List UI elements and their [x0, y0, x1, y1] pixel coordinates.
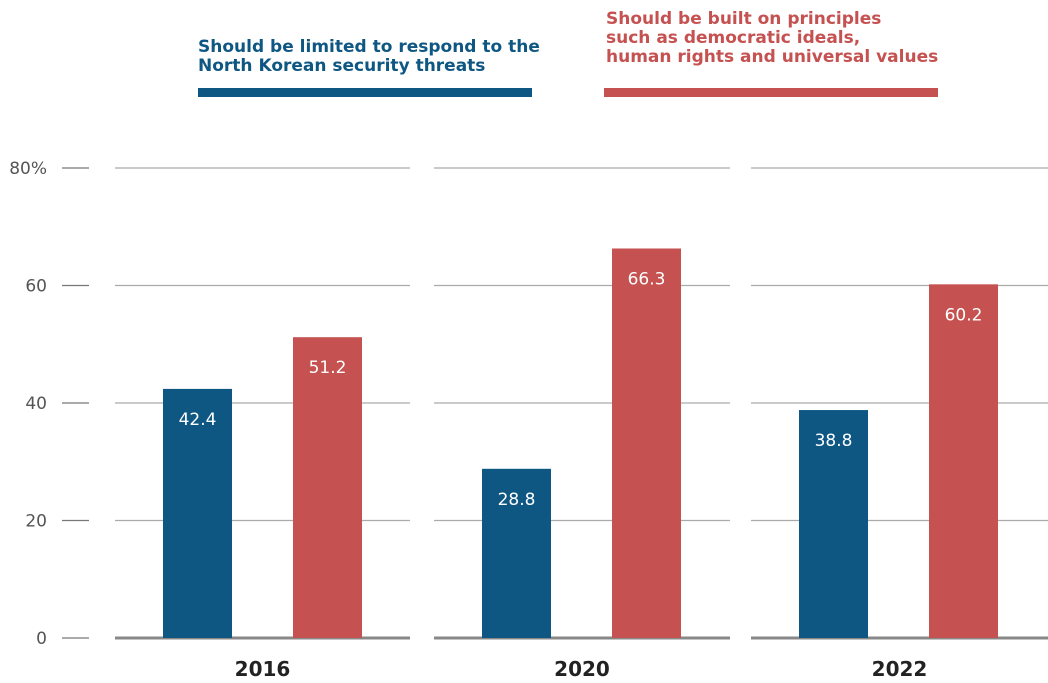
- y-tick-label: 20: [25, 512, 47, 532]
- data-label: 60.2: [945, 305, 983, 325]
- bar: [799, 410, 868, 638]
- bar: [163, 388, 232, 638]
- y-tick-label: 40: [25, 394, 47, 414]
- legend-swatch-principles: [604, 88, 938, 97]
- y-tick-label: 80%: [9, 159, 47, 179]
- x-category-label: 2022: [872, 657, 928, 681]
- data-label: 51.2: [309, 358, 347, 378]
- data-label: 28.8: [498, 490, 536, 510]
- x-category-label: 2016: [235, 657, 291, 681]
- legend-label-limited: Should be limited to respond to the Nort…: [198, 37, 540, 76]
- legend-item-limited: Should be limited to respond to the Nort…: [198, 38, 540, 76]
- data-label: 38.8: [815, 431, 853, 451]
- legend-swatch-limited: [198, 88, 532, 97]
- bar: [293, 337, 362, 638]
- bar: [612, 248, 681, 639]
- x-category-label: 2020: [554, 657, 610, 681]
- legend-item-principles: Should be built on principles such as de…: [606, 10, 938, 67]
- bar: [482, 468, 551, 638]
- data-label: 42.4: [179, 410, 217, 430]
- y-tick-label: 0: [36, 629, 47, 649]
- bar: [929, 284, 998, 638]
- data-label: 66.3: [628, 269, 666, 289]
- legend-label-principles: Should be built on principles such as de…: [606, 9, 939, 67]
- y-tick-label: 60: [25, 277, 47, 297]
